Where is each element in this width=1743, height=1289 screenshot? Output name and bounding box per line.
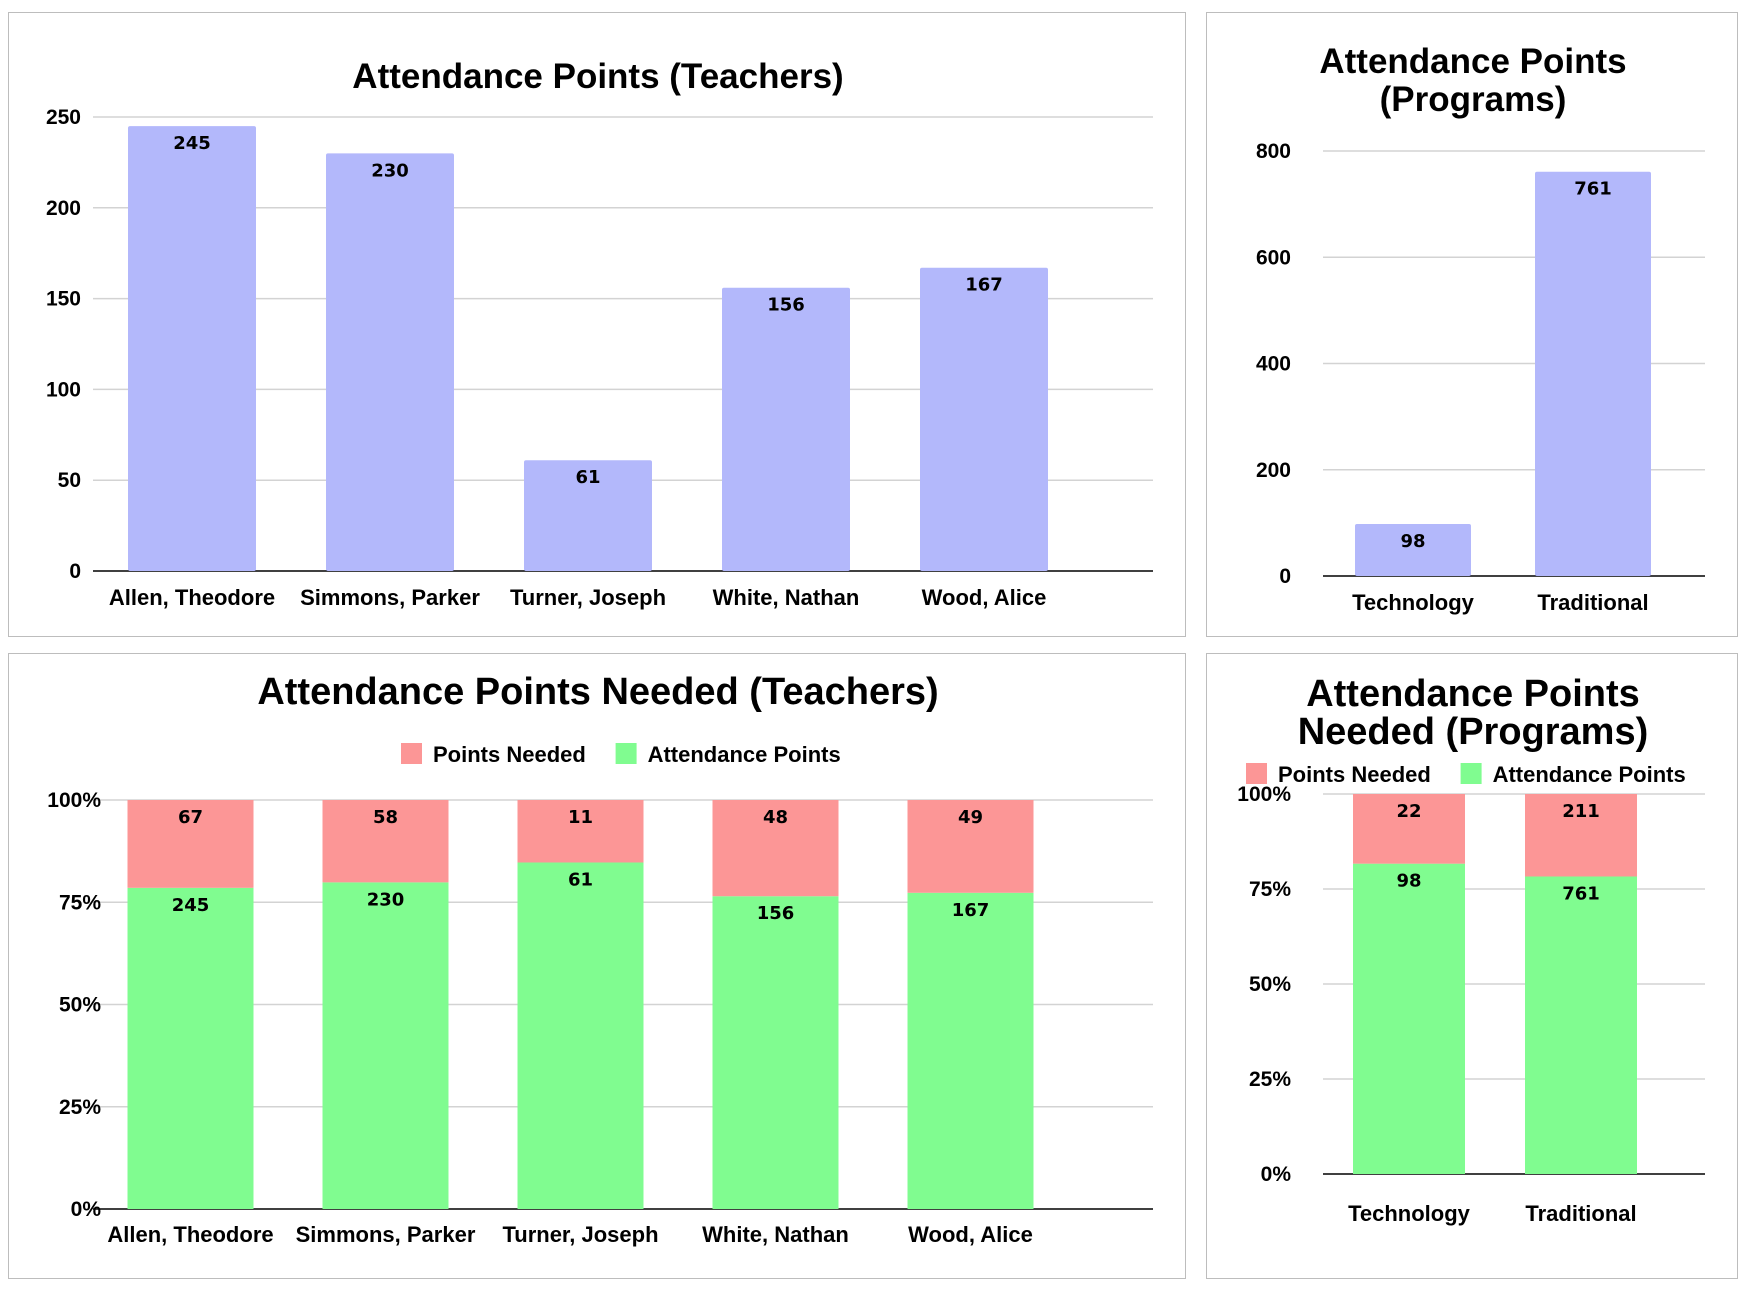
bar-attendance [127,887,254,1209]
x-category-label: Technology [1352,590,1475,615]
bar-points-needed [712,800,839,897]
y-tick-label: 400 [1256,353,1291,376]
bar-attendance [1353,863,1465,1174]
chart-teachers-attendance: Attendance Points (Teachers) 0 50 100 150 200… [46,57,1153,610]
chart-panel-teachers-needed: Attendance Points Needed (Teachers) Point… [8,653,1186,1279]
data-label: 156 [767,295,805,316]
legend-label: Points Needed [433,742,586,767]
data-label: 761 [1562,883,1600,904]
y-tick-label: 250 [46,106,81,129]
chart-panel-programs-needed: Attendance Points Needed (Programs) Points… [1206,653,1738,1279]
bar-points-needed [517,800,644,863]
legend-label: Attendance Points [1493,762,1686,787]
x-category-label: White, Nathan [702,1222,849,1247]
y-tick-label: 600 [1256,246,1291,269]
bar-attendance [517,862,644,1209]
y-tick-label: 100 [46,378,81,401]
data-label: 49 [958,807,983,828]
data-label: 98 [1400,531,1425,552]
bar [1535,171,1651,576]
y-tick-label: 75% [59,891,101,914]
x-category-label: Traditional [1525,1201,1636,1226]
x-category-label: Allen, Theodore [107,1222,273,1247]
x-category-label: Technology [1348,1201,1471,1226]
data-label: 61 [568,869,593,890]
bar-points-needed [322,800,449,883]
data-label: 61 [575,467,600,488]
chart-teachers-needed: Attendance Points Needed (Teachers) Point… [47,671,1153,1247]
legend-label: Points Needed [1278,762,1431,787]
x-category-label: Turner, Joseph [510,585,666,610]
chart-title: Attendance Points [1306,673,1640,715]
bar [326,153,454,571]
bar-points-needed [127,800,254,888]
bar-points-needed [1525,794,1637,877]
data-label: 22 [1396,801,1421,822]
x-category-label: Simmons, Parker [300,585,480,610]
data-label: 11 [568,807,593,828]
data-label: 761 [1574,179,1612,200]
data-label: 230 [371,160,409,181]
data-label: 58 [373,807,398,828]
bar [1355,523,1471,576]
legend-label: Attendance Points [648,742,841,767]
x-category-label: Turner, Joseph [502,1222,658,1247]
data-label: 67 [178,807,203,828]
chart-programs-attendance: Attendance Points(Programs) 0 200 400 600 800… [1256,42,1705,615]
legend-swatch [1246,763,1267,784]
chart-title: Needed (Programs) [1298,711,1649,753]
x-category-label: Traditional [1537,590,1648,615]
bar-attendance [712,896,839,1209]
legend-swatch [1460,763,1482,784]
bar-points-needed [907,800,1034,893]
y-tick-label: 50 [58,469,81,492]
chart-panel-programs: Attendance Points (Programs) 0 200 400 600 800… [1206,12,1738,637]
y-tick-label: 0 [69,560,81,583]
x-category-label: Allen, Theodore [109,585,275,610]
bar [128,126,256,571]
bar [722,287,850,571]
chart-title: Attendance Points (Teachers) [352,57,843,96]
y-tick-label: 150 [46,288,81,311]
chart-title: Attendance Points Needed (Teachers) [257,671,938,713]
data-label: 245 [172,895,210,916]
data-label: 156 [757,903,795,924]
y-tick-label: 0 [1279,565,1291,588]
y-tick-label: 75% [1249,878,1291,901]
x-category-label: White, Nathan [713,585,860,610]
y-tick-label: 100% [1237,783,1291,806]
chart-panel-teachers: Attendance Points (Teachers) 0 50 100 150 200… [8,12,1186,637]
data-label: 211 [1562,801,1600,822]
data-label: 48 [763,807,788,828]
bar-attendance [1525,876,1637,1174]
chart-title: (Programs) [1380,80,1567,119]
y-tick-label: 0% [71,1198,102,1221]
y-tick-label: 800 [1256,140,1291,163]
data-label: 245 [173,133,211,154]
x-category-label: Wood, Alice [908,1222,1033,1247]
x-category-label: Wood, Alice [922,585,1047,610]
y-tick-label: 25% [59,1096,101,1119]
chart-title: Attendance Points [1319,42,1626,81]
y-tick-label: 200 [46,197,81,220]
y-tick-label: 25% [1249,1068,1291,1091]
y-tick-label: 0% [1261,1163,1292,1186]
bar [920,267,1048,571]
data-label: 167 [952,900,990,921]
bar [524,460,652,571]
legend-swatch [615,743,637,764]
data-label: 167 [965,275,1003,296]
bar-points-needed [1353,794,1465,864]
legend-swatch [401,743,422,764]
bar-attendance [907,892,1034,1209]
data-label: 230 [367,889,405,910]
y-tick-label: 50% [59,994,101,1017]
data-label: 98 [1396,871,1421,892]
y-tick-label: 50% [1249,973,1291,996]
y-tick-label: 200 [1256,459,1291,482]
x-category-label: Simmons, Parker [296,1222,476,1247]
bar-attendance [322,882,449,1209]
y-tick-label: 100% [47,789,101,812]
